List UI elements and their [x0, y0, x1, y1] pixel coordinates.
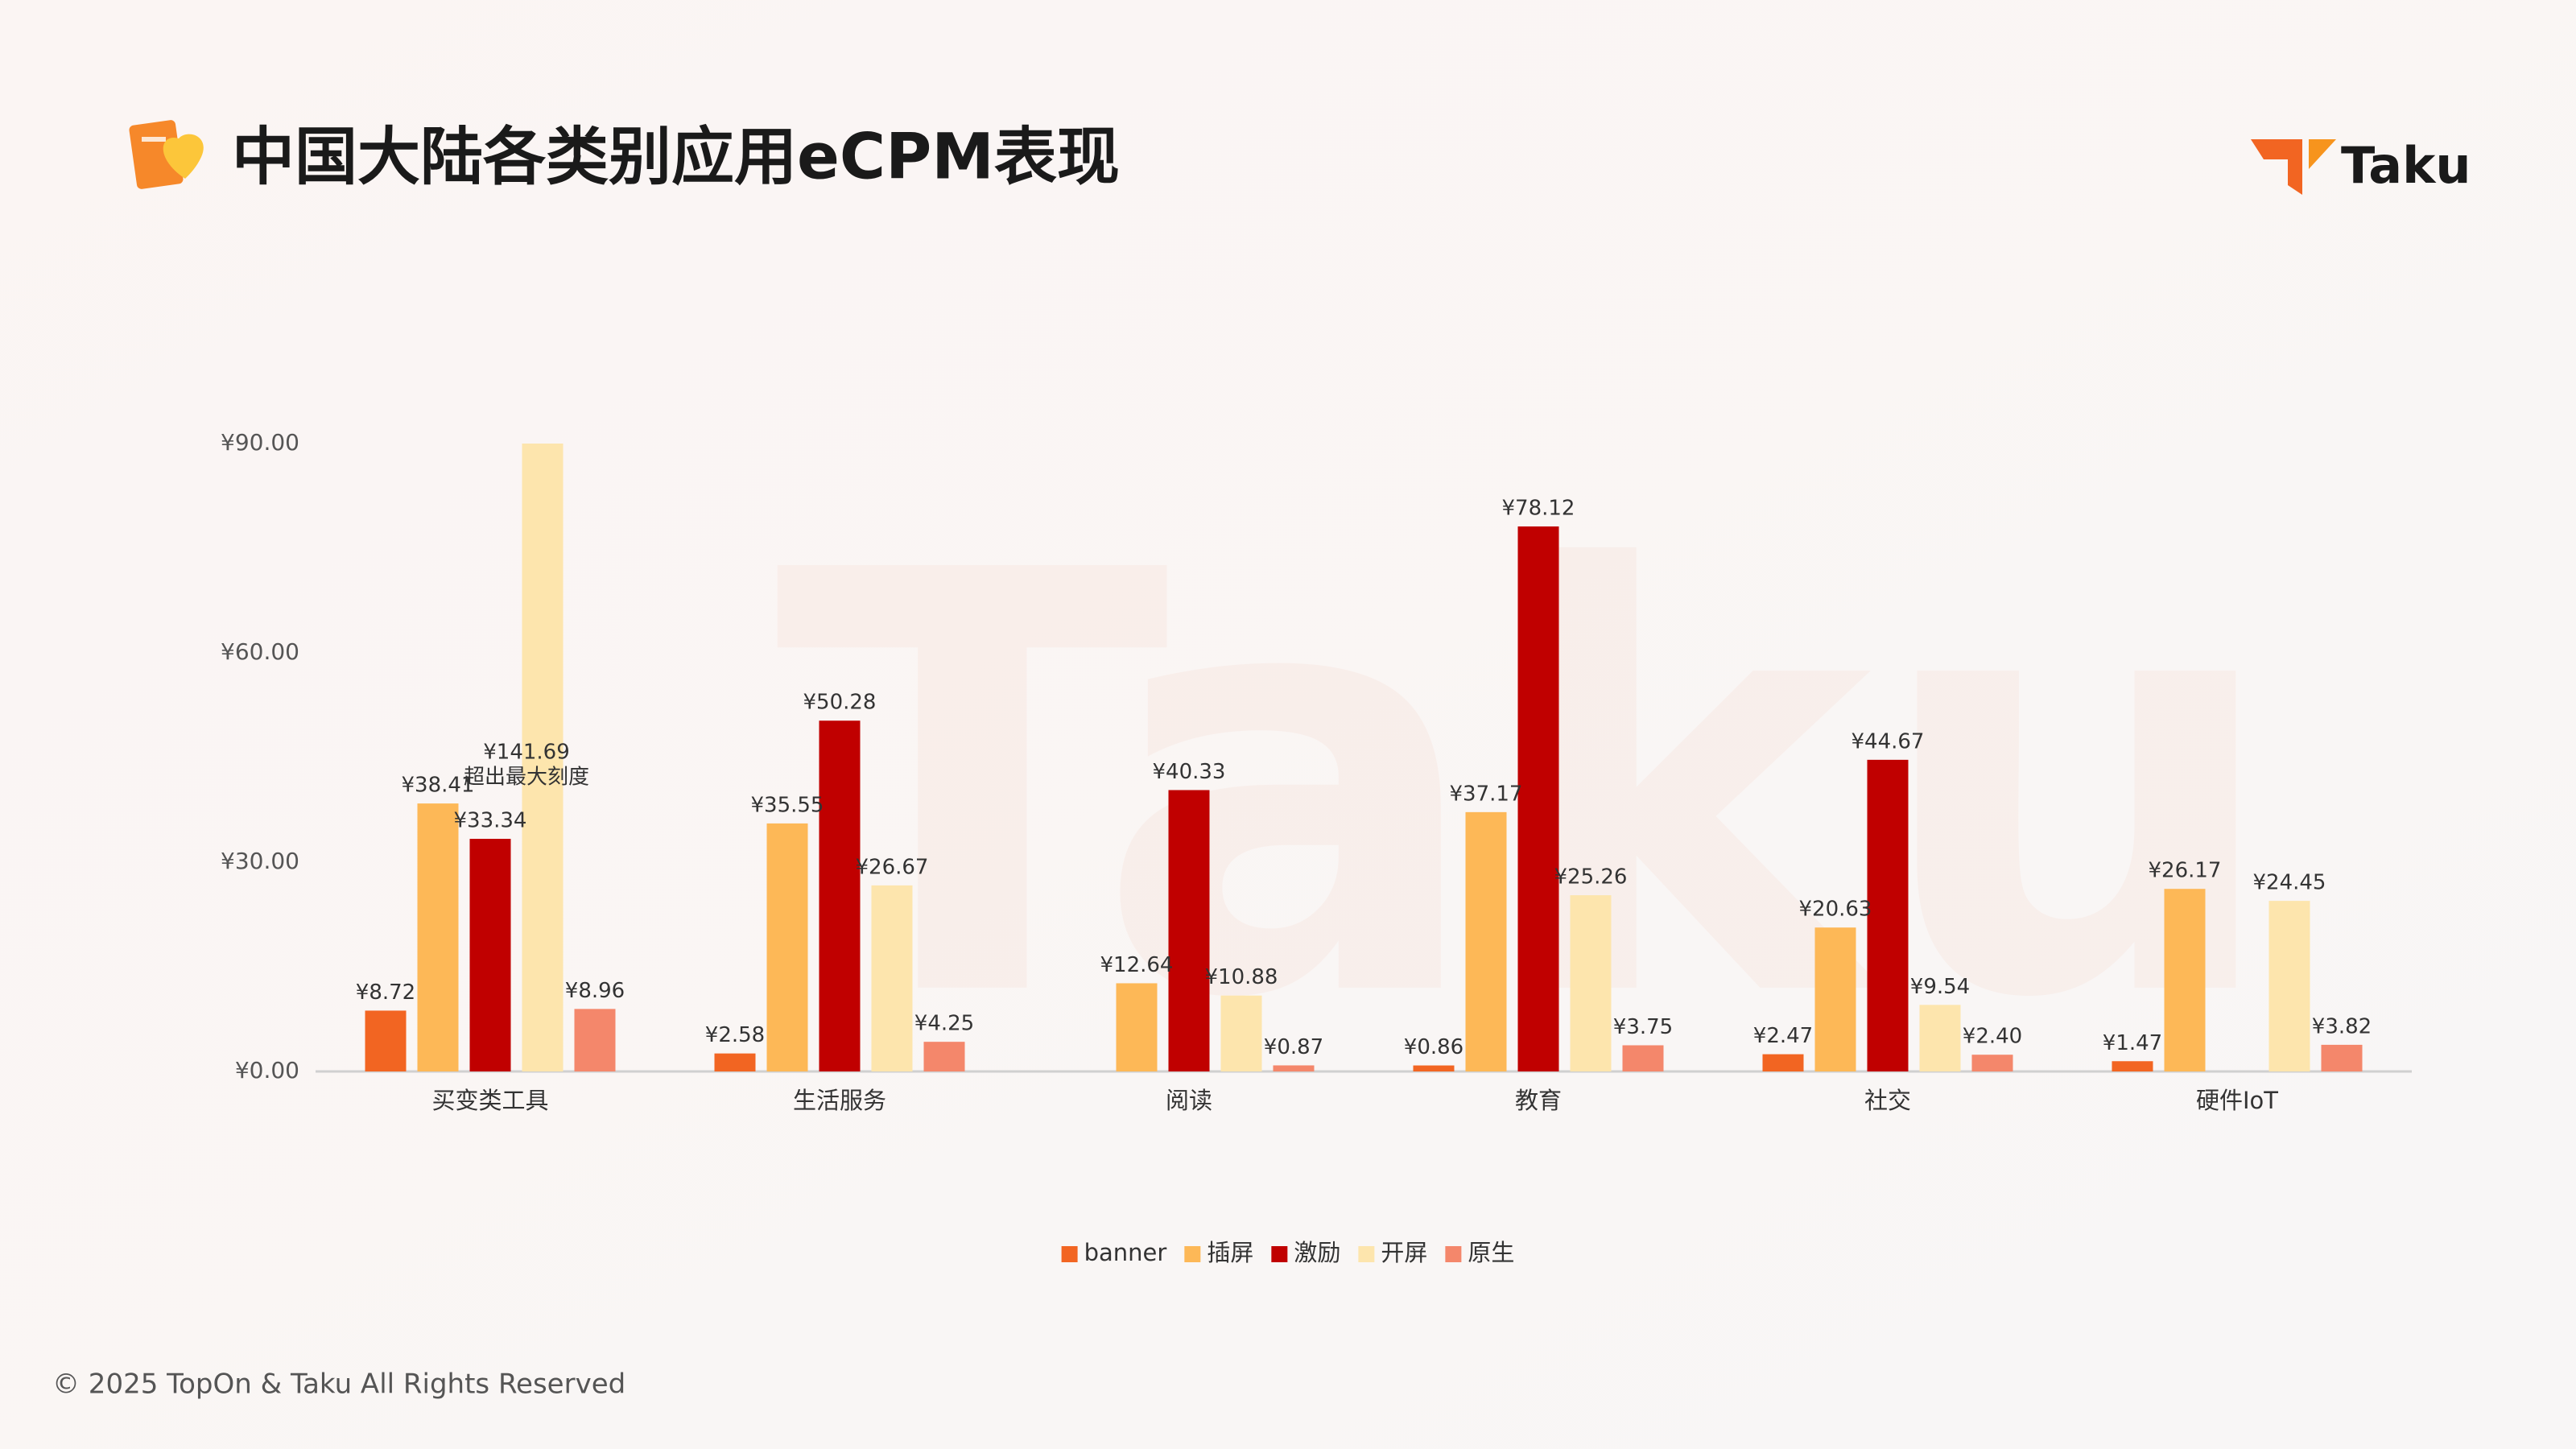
data-label: ¥37.17 [1450, 782, 1523, 806]
data-label: ¥50.28 [803, 691, 877, 715]
bar [1971, 1055, 2013, 1071]
bar [714, 1053, 756, 1071]
data-label: ¥26.17 [2149, 859, 2222, 883]
legend-label: 原生 [1468, 1239, 1514, 1266]
plot-area [365, 444, 2363, 1071]
legend-swatch [1358, 1246, 1375, 1262]
data-label: ¥24.45 [2253, 871, 2326, 895]
data-label: ¥2.40 [1963, 1025, 2022, 1049]
data-label: ¥12.64 [1100, 953, 1174, 977]
data-label: ¥8.96 [565, 979, 625, 1003]
logo-mark [2251, 139, 2336, 195]
y-tick-label: ¥30.00 [221, 848, 299, 874]
data-label: ¥3.82 [2312, 1014, 2372, 1038]
bar [1273, 1065, 1315, 1071]
data-label: ¥38.41 [402, 774, 475, 798]
bar [766, 823, 808, 1071]
x-tick-label: 教育 [1515, 1087, 1562, 1114]
logo-text: Taku [2341, 136, 2471, 195]
bar [1517, 526, 1559, 1071]
bar [522, 444, 564, 1071]
footer: © 2025 TopOn & Taku All Rights Reserved [52, 1368, 625, 1401]
data-label: ¥44.67 [1852, 729, 1925, 753]
data-label: ¥33.34 [454, 809, 527, 833]
bar [2321, 1044, 2363, 1071]
bar [1570, 895, 1612, 1071]
data-label: ¥0.86 [1404, 1035, 1463, 1059]
data-label: ¥9.54 [1910, 975, 1970, 999]
data-label: ¥0.87 [1264, 1035, 1323, 1059]
y-tick-label: ¥60.00 [221, 638, 299, 665]
data-label: ¥3.75 [1613, 1015, 1673, 1039]
data-label: ¥141.69 [483, 741, 570, 765]
page-title: 中国大陆各类别应用eCPM表现 [232, 121, 1120, 193]
bar [469, 839, 511, 1071]
legend-swatch [1184, 1246, 1201, 1262]
title-icon [129, 120, 204, 189]
bar [2112, 1061, 2153, 1071]
bar [1814, 927, 1856, 1071]
bar [1762, 1054, 1804, 1071]
y-tick-label: ¥90.00 [221, 429, 299, 456]
data-label: ¥10.88 [1205, 965, 1278, 989]
x-tick-label: 社交 [1864, 1087, 1911, 1114]
data-label: ¥78.12 [1502, 496, 1575, 520]
bar [871, 885, 913, 1071]
data-label: ¥40.33 [1153, 760, 1226, 784]
legend-label: 激励 [1294, 1239, 1340, 1266]
legend-label: 开屏 [1381, 1239, 1427, 1266]
bar [1220, 995, 1262, 1071]
bar [2268, 901, 2310, 1071]
data-label: ¥2.47 [1753, 1024, 1813, 1048]
bar [819, 720, 861, 1071]
legend-swatch [1271, 1246, 1288, 1262]
bar [1622, 1045, 1664, 1071]
legend-swatch [1445, 1246, 1462, 1262]
bar [1168, 790, 1210, 1071]
bar [1465, 811, 1507, 1071]
bar [417, 803, 459, 1071]
data-label: ¥35.55 [751, 793, 824, 817]
data-label: ¥20.63 [1799, 898, 1872, 922]
bar [1413, 1065, 1455, 1071]
y-tick-label: ¥0.00 [235, 1057, 299, 1084]
x-tick-label: 买变类工具 [431, 1087, 548, 1114]
bar [1116, 983, 1158, 1071]
data-label: ¥25.26 [1554, 865, 1628, 890]
legend-swatch [1061, 1246, 1078, 1262]
data-label: ¥2.58 [705, 1023, 765, 1047]
bar [2164, 889, 2206, 1071]
legend: banner 插屏 激励 开屏 原生 [1061, 1239, 1514, 1266]
bar [1919, 1005, 1961, 1071]
x-tick-label: 硬件IoT [2196, 1087, 2278, 1114]
bar [1867, 759, 1909, 1071]
bar [365, 1010, 407, 1071]
x-tick-label: 阅读 [1166, 1087, 1212, 1114]
legend-label: banner [1084, 1239, 1167, 1266]
legend-label: 插屏 [1207, 1239, 1253, 1266]
x-tick-label: 生活服务 [793, 1087, 886, 1114]
annotation: 超出最大刻度 [464, 766, 589, 790]
bar [574, 1009, 616, 1071]
data-label: ¥1.47 [2103, 1031, 2162, 1055]
data-label: ¥8.72 [356, 980, 415, 1005]
data-label: ¥26.67 [856, 855, 929, 879]
data-label: ¥4.25 [914, 1012, 974, 1036]
bar [923, 1042, 965, 1071]
